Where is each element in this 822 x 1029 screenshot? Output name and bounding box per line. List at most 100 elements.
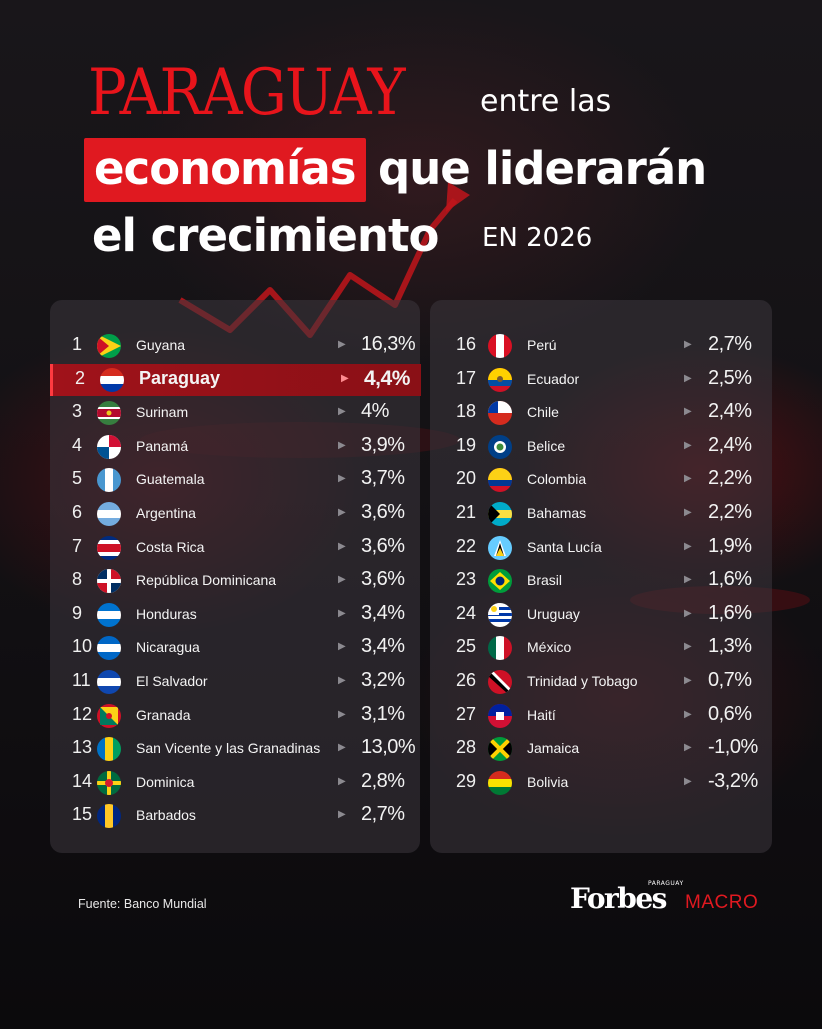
list-item: 20 Colombia ▶ 2,2% [430,464,772,496]
list-item: 25 México ▶ 1,3% [430,632,772,664]
flag-guyana-icon [97,334,121,358]
growth-value: 3,1% [361,702,405,725]
rank-number: 6 [72,502,83,522]
arrow-right-icon: ▶ [338,339,346,350]
growth-value: 3,6% [361,534,405,557]
list-item: 3 Surinam ▶ 4% [50,397,420,429]
arrow-right-icon: ▶ [338,439,346,451]
flag-trinidad-tobago-icon [488,670,512,694]
rank-number: 18 [456,401,477,422]
brand-sub: PARAGUAY [648,880,684,887]
country-name: Surinam [136,404,189,421]
list-item: 9 Honduras ▶ 3,4% [50,599,420,631]
growth-value: 3,2% [361,669,405,691]
rank-number: 22 [456,535,477,556]
rank-number: 21 [456,502,477,522]
growth-value: 13,0% [361,736,416,759]
headline-country: PARAGUAY [88,56,406,130]
list-item: 22 Santa Lucía ▶ 1,9% [430,532,772,564]
headline-entre-las: entre las [480,84,612,119]
flag-haiti-icon [488,703,512,728]
country-name: Paraguay [139,367,221,388]
arrow-right-icon: ▶ [684,540,692,552]
arrow-right-icon: ▶ [338,809,346,821]
rank-number: 14 [72,770,93,791]
growth-value: 2,2% [708,501,752,523]
flag-dominica-icon [97,770,121,795]
list-item: 24 Uruguay ▶ 1,6% [430,599,772,631]
rank-number: 15 [72,804,93,825]
rank-number: 5 [72,468,83,489]
flag-brazil-icon [488,569,512,594]
list-item: 1 Guyana ▶ 16,3% [50,330,420,362]
list-item: 23 Brasil ▶ 1,6% [430,565,772,597]
flag-suriname-icon [97,401,121,426]
arrow-right-icon: ▶ [338,406,346,418]
list-item: 28 Jamaica ▶ -1,0% [430,733,772,765]
growth-value: 1,6% [708,601,752,624]
list-item: 11 El Salvador ▶ 3,2% [50,666,420,698]
rank-number: 3 [72,401,83,422]
headline-line2: que liderarán [378,142,707,195]
country-name: Costa Rica [136,538,205,555]
rank-number: 23 [456,569,477,590]
arrow-right-icon: ▶ [338,574,346,586]
rank-number: 11 [72,670,91,690]
list-item: 27 Haití ▶ 0,6% [430,700,772,732]
rank-number: 2 [75,367,86,388]
arrow-right-icon: ▶ [684,507,692,518]
growth-value: 3,7% [361,467,405,490]
rank-number: 26 [456,670,477,690]
growth-value: -3,2% [708,769,758,792]
country-name: Brasil [527,572,563,589]
rank-number: 10 [72,636,93,657]
flag-paraguay-icon [100,367,124,392]
flag-grenada-icon [97,703,121,728]
list-item: 13 San Vicente y las Granadinas ▶ 13,0% [50,733,420,765]
country-name: Nicaragua [136,639,200,656]
arrow-right-icon: ▶ [684,675,692,686]
country-name: Santa Lucía [527,538,602,555]
growth-value: 1,9% [708,534,752,557]
arrow-right-icon: ▶ [684,708,692,720]
flag-nicaragua-icon [97,636,121,661]
rank-number: 8 [72,569,83,590]
growth-value: 4% [361,400,389,423]
arrow-right-icon: ▶ [684,473,692,485]
arrow-right-icon: ▶ [338,742,346,754]
growth-value: 3,9% [361,433,405,456]
country-name: Guatemala [136,471,205,488]
rank-number: 29 [456,770,477,791]
rank-number: 16 [456,334,477,354]
arrow-right-icon: ▶ [338,675,346,686]
country-name: Ecuador [527,370,580,387]
list-item: 6 Argentina ▶ 3,6% [50,498,420,530]
list-item: 14 Dominica ▶ 2,8% [50,767,420,799]
list-item: 26 Trinidad y Tobago ▶ 0,7% [430,666,772,698]
country-name: Perú [527,337,557,353]
country-name: Panamá [136,437,189,454]
country-name: México [527,639,572,656]
rank-number: 9 [72,602,83,623]
rank-number: 25 [456,636,477,657]
headline-line3: el crecimiento [92,209,439,262]
growth-value: 1,6% [708,568,752,591]
growth-value: 2,5% [708,366,752,389]
headline: PARAGUAY entre las economías que liderar… [0,0,822,270]
arrow-right-icon: ▶ [341,372,349,384]
country-name: Honduras [136,605,197,622]
country-name: Dominica [136,773,195,790]
flag-dominican-republic-icon [97,569,121,594]
arrow-right-icon: ▶ [684,372,692,384]
flag-barbados-icon [97,804,121,829]
flag-saint-lucia-icon [488,535,512,560]
rank-number: 12 [72,703,93,724]
flag-bahamas-icon [488,502,512,526]
ranking-panel-left: 1 Guyana ▶ 16,3% 2 Paraguay ▶ 4,4% 3 Surinam ▶ 4% 4 P… [50,300,421,853]
rank-number: 13 [72,737,93,758]
growth-value: 2,4% [708,433,752,456]
rank-number: 19 [456,434,477,455]
country-name: Barbados [136,807,196,824]
arrow-right-icon: ▶ [338,641,346,653]
growth-value: 3,6% [361,568,405,591]
